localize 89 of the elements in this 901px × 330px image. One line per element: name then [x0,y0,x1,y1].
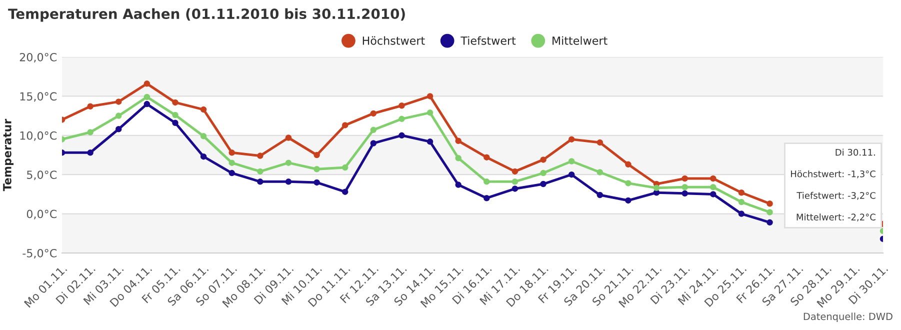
point [314,166,320,172]
point [172,99,178,106]
point [738,190,745,196]
point [512,186,518,192]
point [144,80,150,87]
point [512,168,518,175]
point [228,170,235,176]
point [172,120,178,126]
point [596,139,604,146]
y-tick-label: 15,0°C [20,92,57,102]
point [766,219,773,226]
point [257,178,264,185]
point [512,178,518,185]
point [257,152,264,159]
point [398,116,405,122]
point [682,190,688,197]
point [455,138,462,144]
point [398,102,405,109]
annotation: Mittelwert: -2,2°C [796,214,876,222]
legend-label: Mittelwert [552,36,608,45]
point [766,200,773,207]
point [710,175,716,182]
point [738,210,745,217]
point [200,106,207,113]
point [455,155,462,162]
y-tick-label: 10,0°C [20,131,57,141]
point [484,178,490,185]
point [738,198,745,206]
point [710,184,716,190]
point [314,152,320,158]
y-tick-label: 0,0°C [26,210,57,220]
point [596,169,604,176]
point [370,126,377,134]
point [426,110,434,116]
point [87,150,94,156]
point [426,93,434,100]
point [682,175,688,182]
legend-label: Tiefstwert [460,36,516,45]
point [342,122,348,128]
y-tick-label: -5,0°C [22,248,57,259]
point [596,192,604,198]
point [398,132,405,139]
point [342,188,348,195]
point [540,180,546,188]
point [568,171,575,178]
point [370,110,377,117]
point [87,103,94,110]
point [540,170,546,176]
point [144,94,150,100]
point [568,136,575,142]
point [115,112,122,119]
point [625,180,632,186]
legend-label: Höchstwert [362,36,425,45]
point [484,154,490,160]
point [484,194,490,202]
point [200,133,207,140]
annotation: Höchstwert: -1,3°C [791,170,876,178]
point [710,191,716,198]
point [87,129,94,136]
y-tick-label: 20,0°C [20,52,57,63]
point [426,138,434,145]
point [228,150,235,156]
y-axis-title: Temperatur [3,118,14,192]
point [653,184,660,192]
point [285,178,292,185]
point [625,161,632,168]
point [314,179,320,186]
point [115,126,122,132]
point [200,153,207,160]
point [568,158,575,164]
point [540,156,546,163]
point [625,197,632,204]
point [766,209,773,216]
annotation: Tiefstwert: -3,2°C [796,192,876,200]
point [285,160,292,166]
text: Datenquelle: DWD [804,312,892,322]
point [115,98,122,105]
point [455,182,462,188]
point [144,100,150,108]
point [172,112,178,118]
point [370,140,377,146]
point [257,168,264,175]
point [682,184,688,190]
chart-title: Temperaturen Aachen (01.11.2010 bis 30.11.2010) [8,8,405,22]
point [228,160,235,166]
point [342,164,348,171]
annotation: Di 30.11. [836,148,875,156]
point [285,134,292,141]
y-tick-label: 5,0°C [27,170,57,180]
